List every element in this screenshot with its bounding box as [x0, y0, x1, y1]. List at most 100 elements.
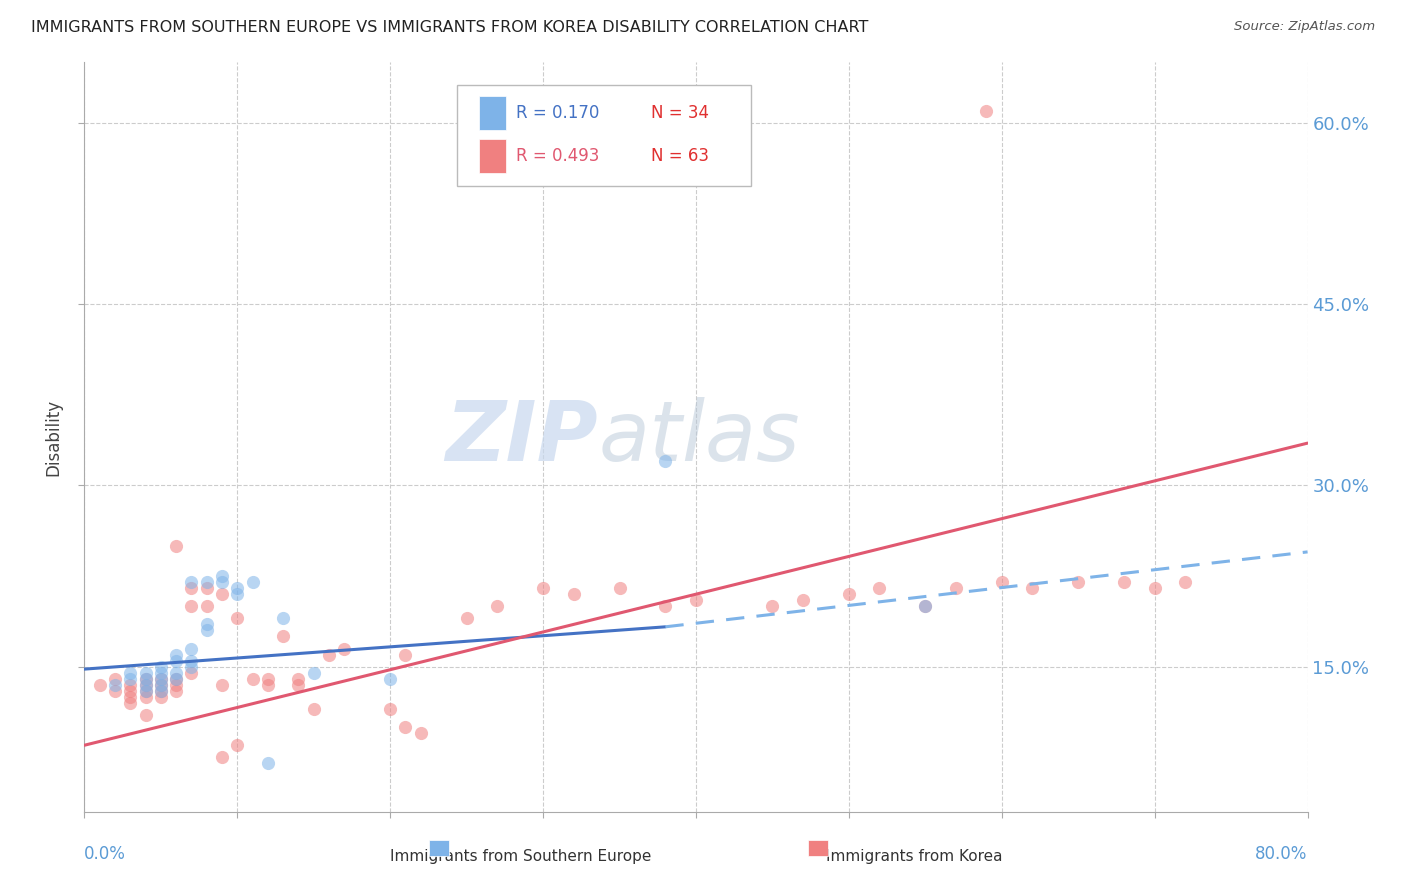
Point — [195, 624, 218, 638]
Point — [180, 641, 202, 656]
FancyBboxPatch shape — [457, 85, 751, 186]
Point — [318, 648, 340, 662]
Point — [1143, 581, 1166, 595]
Point — [149, 672, 172, 686]
Point — [1174, 575, 1197, 590]
Point — [89, 678, 111, 692]
Point — [242, 672, 264, 686]
Point — [165, 539, 187, 553]
Point — [1021, 581, 1043, 595]
Text: N = 63: N = 63 — [651, 147, 709, 165]
Point — [135, 672, 157, 686]
Point — [165, 665, 187, 680]
Point — [120, 684, 142, 698]
Point — [226, 611, 249, 625]
Point — [180, 665, 202, 680]
Point — [211, 575, 233, 590]
Point — [562, 587, 585, 601]
Text: 0.0%: 0.0% — [84, 846, 127, 863]
Point — [257, 678, 280, 692]
Point — [380, 672, 402, 686]
Point — [120, 696, 142, 710]
Point — [287, 678, 309, 692]
Point — [271, 611, 294, 625]
Point — [242, 575, 264, 590]
Point — [195, 617, 218, 632]
Point — [302, 702, 325, 716]
Point — [914, 599, 936, 614]
Point — [226, 738, 249, 752]
Point — [165, 684, 187, 698]
Point — [180, 599, 202, 614]
Point — [135, 665, 157, 680]
Point — [135, 672, 157, 686]
Y-axis label: Disability: Disability — [45, 399, 63, 475]
Point — [257, 756, 280, 771]
Point — [180, 581, 202, 595]
Bar — [479, 96, 506, 130]
Point — [135, 690, 157, 704]
Point — [394, 648, 416, 662]
Point — [120, 678, 142, 692]
Point — [135, 678, 157, 692]
Point — [1114, 575, 1136, 590]
Point — [180, 575, 202, 590]
Point — [654, 454, 676, 468]
Point — [149, 690, 172, 704]
Point — [180, 654, 202, 668]
Point — [333, 641, 356, 656]
Point — [104, 672, 127, 686]
Point — [271, 630, 294, 644]
Point — [792, 593, 814, 607]
Point — [165, 648, 187, 662]
Point — [135, 684, 157, 698]
Point — [165, 654, 187, 668]
Point — [149, 684, 172, 698]
Point — [165, 672, 187, 686]
Point — [302, 665, 325, 680]
Text: IMMIGRANTS FROM SOUTHERN EUROPE VS IMMIGRANTS FROM KOREA DISABILITY CORRELATION : IMMIGRANTS FROM SOUTHERN EUROPE VS IMMIG… — [31, 20, 869, 35]
Point — [180, 659, 202, 673]
Point — [409, 726, 432, 740]
Text: Immigrants from Southern Europe: Immigrants from Southern Europe — [389, 849, 651, 864]
Text: R = 0.493: R = 0.493 — [516, 147, 599, 165]
Point — [654, 599, 676, 614]
Point — [149, 659, 172, 673]
Point — [1067, 575, 1090, 590]
Point — [257, 672, 280, 686]
Point — [869, 581, 891, 595]
Point — [104, 678, 127, 692]
Point — [195, 581, 218, 595]
Point — [149, 665, 172, 680]
Point — [149, 672, 172, 686]
Point — [211, 569, 233, 583]
Point — [120, 690, 142, 704]
Point — [226, 581, 249, 595]
Point — [531, 581, 554, 595]
Point — [838, 587, 860, 601]
Point — [195, 599, 218, 614]
Point — [104, 684, 127, 698]
Bar — [479, 139, 506, 173]
Point — [991, 575, 1014, 590]
Point — [165, 672, 187, 686]
Text: atlas: atlas — [598, 397, 800, 477]
Point — [945, 581, 967, 595]
Text: 80.0%: 80.0% — [1256, 846, 1308, 863]
Point — [135, 684, 157, 698]
Point — [120, 665, 142, 680]
Point — [195, 575, 218, 590]
Point — [135, 708, 157, 723]
Point — [685, 593, 707, 607]
Text: N = 34: N = 34 — [651, 103, 709, 122]
Point — [149, 678, 172, 692]
Text: Source: ZipAtlas.com: Source: ZipAtlas.com — [1234, 20, 1375, 33]
Point — [211, 678, 233, 692]
Point — [394, 720, 416, 734]
Point — [456, 611, 478, 625]
Point — [211, 750, 233, 764]
Point — [761, 599, 783, 614]
Point — [486, 599, 509, 614]
Point — [609, 581, 631, 595]
Point — [226, 587, 249, 601]
